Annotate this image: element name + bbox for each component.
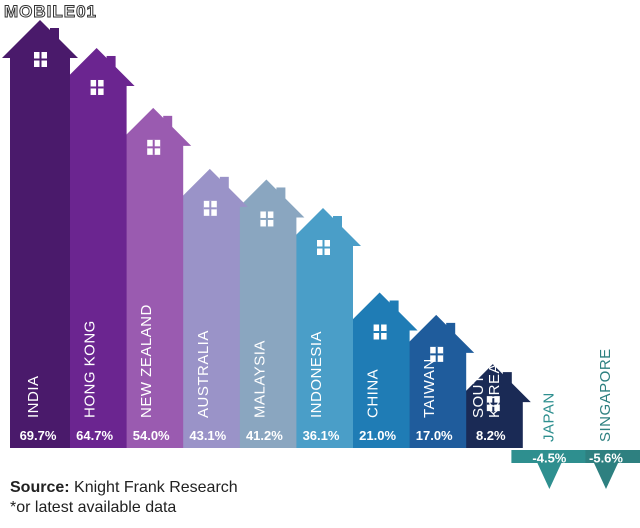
value-label: -4.5%: [532, 451, 566, 466]
house-south-korea: 8.2% SOUTHKOREA: [454, 363, 531, 448]
house-australia: 43.1% AUSTRALIA: [171, 168, 248, 448]
value-label: -5.6%: [589, 451, 623, 466]
country-label: HONG KONG: [82, 320, 99, 418]
house-bar: [115, 107, 192, 448]
house-window-transom: [90, 86, 104, 89]
country-label: SOUTHKOREA: [470, 363, 503, 418]
source-label: Source:: [10, 479, 70, 496]
source-text: Knight Frank Research: [74, 479, 238, 496]
decline-arrow: [568, 450, 640, 489]
house-indonesia: 36.1% INDONESIA: [285, 208, 361, 448]
decline-arrow: [511, 450, 586, 489]
house-taiwan: 17.0% TAIWAN: [398, 314, 475, 448]
value-label: 64.7%: [76, 428, 113, 443]
value-label: 69.7%: [20, 428, 57, 443]
house-bar: [285, 208, 361, 448]
house-window-transom: [373, 330, 387, 333]
house-bar: [58, 47, 135, 448]
value-label: 41.2%: [246, 428, 283, 443]
house-new-zealand: 54.0% NEW ZEALAND: [115, 107, 192, 448]
country-label: AUSTRALIA: [195, 330, 212, 418]
house-bar: [341, 292, 418, 448]
footnote: *or latest available data: [10, 499, 177, 516]
source-line: Source: Knight Frank Research: [10, 478, 238, 498]
house-window-transom: [486, 402, 500, 405]
house-window-transom: [430, 353, 444, 356]
country-label: INDONESIA: [308, 331, 325, 418]
house-china: 21.0% CHINA: [341, 292, 418, 448]
house-bar: [171, 168, 248, 448]
house-hong-kong: 64.7% HONG KONG: [58, 47, 135, 448]
country-label: INDIA: [25, 375, 42, 418]
house-bar: [2, 20, 78, 448]
house-singapore: -5.6% SINGAPORE: [568, 348, 640, 489]
house-bar: [228, 179, 305, 448]
house-japan: -4.5% JAPAN: [511, 392, 586, 489]
country-label: CHINA: [365, 369, 382, 418]
country-label: MALAYSIA: [251, 340, 268, 418]
house-window-transom: [260, 217, 274, 220]
house-window-transom: [203, 207, 217, 210]
value-label: 54.0%: [133, 428, 170, 443]
house-window-transom: [34, 58, 47, 61]
value-label: 21.0%: [359, 428, 396, 443]
house-malaysia: 41.2% MALAYSIA: [228, 179, 305, 448]
country-label: SINGAPORE: [597, 348, 614, 442]
value-label: 8.2%: [476, 428, 506, 443]
house-window-transom: [317, 246, 330, 249]
house-bar: [398, 314, 475, 448]
house-window-transom: [147, 146, 161, 149]
value-label: 36.1%: [303, 428, 340, 443]
country-label: JAPAN: [540, 392, 557, 442]
house-india: 69.7% INDIA: [2, 20, 78, 448]
value-label: 43.1%: [189, 428, 226, 443]
country-label: NEW ZEALAND: [138, 304, 155, 418]
watermark-logo: MOBILE01: [3, 2, 98, 22]
country-label: TAIWAN: [421, 358, 438, 418]
value-label: 17.0%: [416, 428, 453, 443]
